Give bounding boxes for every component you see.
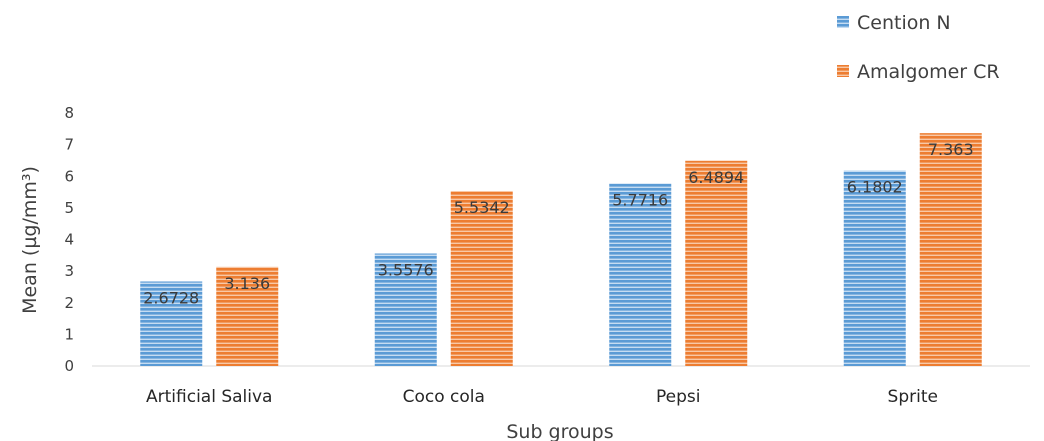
legend-swatch-cention-n xyxy=(837,16,849,28)
data-label-cention-n-sprite: 6.1802 xyxy=(847,178,903,197)
y-tick-label: 3 xyxy=(64,262,74,280)
y-tick-label: 6 xyxy=(64,167,74,185)
y-tick-label: 2 xyxy=(64,294,74,312)
legend-swatch-amalgomer-cr xyxy=(837,65,849,77)
y-tick-label: 8 xyxy=(64,104,74,122)
bar-cention-n-sprite xyxy=(843,170,906,366)
data-label-amalgomer-cr-artificial-saliva: 3.136 xyxy=(224,274,270,293)
bar-amalgomer-cr-coco-cola xyxy=(450,190,513,366)
x-tick-label-artificial-saliva: Artificial Saliva xyxy=(146,387,272,407)
data-label-amalgomer-cr-coco-cola: 5.5342 xyxy=(454,198,510,217)
legend: Cention N Amalgomer CR xyxy=(837,12,1000,83)
bar-amalgomer-cr-pepsi xyxy=(685,160,748,366)
x-axis-ticks: Artificial Saliva Coco cola Pepsi Sprite xyxy=(146,387,938,407)
data-labels: 2.6728 3.136 3.5576 5.5342 5.7716 6.4894 6.180… xyxy=(143,140,973,307)
legend-label-amalgomer-cr: Amalgomer CR xyxy=(857,61,1000,83)
y-tick-label: 4 xyxy=(64,231,74,249)
y-axis-title: Mean (µg/mm³) xyxy=(19,166,41,314)
bar-amalgomer-cr-artificial-saliva xyxy=(216,266,279,366)
bar-amalgomer-cr-sprite xyxy=(919,133,982,366)
x-tick-label-sprite: Sprite xyxy=(888,387,938,407)
legend-label-cention-n: Cention N xyxy=(857,12,951,34)
x-tick-label-coco-cola: Coco cola xyxy=(403,387,485,407)
bar-cention-n-coco-cola xyxy=(374,253,437,366)
data-label-cention-n-artificial-saliva: 2.6728 xyxy=(143,288,199,307)
bar-cention-n-artificial-saliva xyxy=(140,281,203,366)
data-label-cention-n-coco-cola: 3.5576 xyxy=(378,260,434,279)
bar-cention-n-pepsi xyxy=(609,183,672,366)
y-tick-label: 0 xyxy=(64,357,74,375)
data-label-cention-n-pepsi: 5.7716 xyxy=(612,190,668,209)
data-label-amalgomer-cr-sprite: 7.363 xyxy=(928,140,974,159)
y-tick-label: 7 xyxy=(64,136,74,154)
x-axis-title: Sub groups xyxy=(506,421,613,441)
data-label-amalgomer-cr-pepsi: 6.4894 xyxy=(688,168,744,187)
bars xyxy=(140,133,982,366)
y-tick-label: 1 xyxy=(64,325,74,343)
y-axis-ticks: 0 1 2 3 4 5 6 7 8 xyxy=(64,104,74,375)
y-tick-label: 5 xyxy=(64,199,74,217)
x-tick-label-pepsi: Pepsi xyxy=(656,387,700,407)
